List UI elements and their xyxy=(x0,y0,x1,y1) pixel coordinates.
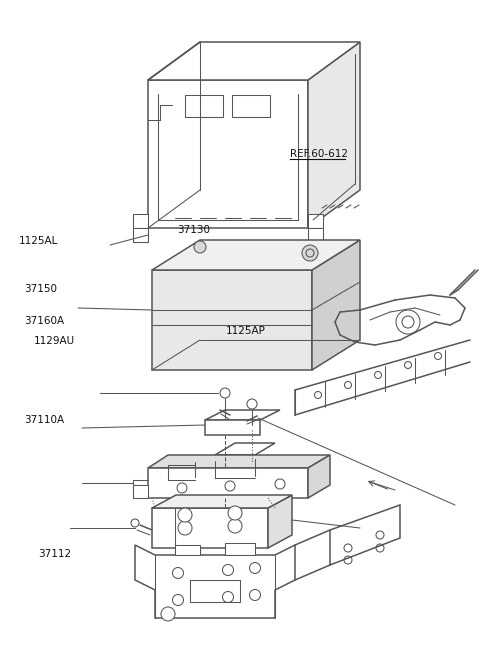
Polygon shape xyxy=(133,214,148,228)
Circle shape xyxy=(177,483,187,493)
Text: 37160A: 37160A xyxy=(24,316,64,327)
Circle shape xyxy=(376,544,384,552)
Circle shape xyxy=(223,592,233,602)
Polygon shape xyxy=(225,543,255,555)
Polygon shape xyxy=(135,545,295,618)
Polygon shape xyxy=(308,455,330,498)
Polygon shape xyxy=(175,545,200,555)
Text: 37110A: 37110A xyxy=(24,415,64,425)
Polygon shape xyxy=(148,80,308,228)
Circle shape xyxy=(228,519,242,533)
Circle shape xyxy=(302,245,318,261)
Circle shape xyxy=(344,556,352,564)
Circle shape xyxy=(314,392,322,398)
Polygon shape xyxy=(308,228,323,242)
Polygon shape xyxy=(152,270,312,370)
Bar xyxy=(232,95,270,117)
Polygon shape xyxy=(308,214,323,228)
Text: 1125AP: 1125AP xyxy=(226,326,265,337)
Polygon shape xyxy=(152,495,292,508)
Text: 37130: 37130 xyxy=(178,224,211,235)
Circle shape xyxy=(405,361,411,369)
Polygon shape xyxy=(152,508,268,548)
Polygon shape xyxy=(215,455,255,468)
Circle shape xyxy=(396,310,420,334)
Polygon shape xyxy=(148,455,330,468)
Circle shape xyxy=(194,241,206,253)
Polygon shape xyxy=(133,228,148,242)
Polygon shape xyxy=(152,240,360,270)
Polygon shape xyxy=(148,42,360,80)
Circle shape xyxy=(178,521,192,535)
Circle shape xyxy=(223,565,233,575)
Circle shape xyxy=(402,316,414,328)
Text: 1125AL: 1125AL xyxy=(19,236,59,247)
Circle shape xyxy=(250,562,261,573)
Polygon shape xyxy=(268,495,292,548)
Polygon shape xyxy=(148,468,308,498)
Text: REF.60-612: REF.60-612 xyxy=(290,149,348,159)
Polygon shape xyxy=(215,443,275,455)
Circle shape xyxy=(161,607,175,621)
Circle shape xyxy=(172,594,183,605)
Polygon shape xyxy=(308,42,360,228)
Circle shape xyxy=(306,249,314,257)
Text: 37150: 37150 xyxy=(24,283,57,294)
Circle shape xyxy=(345,382,351,388)
Polygon shape xyxy=(312,240,360,370)
Circle shape xyxy=(178,508,192,522)
Circle shape xyxy=(344,544,352,552)
Polygon shape xyxy=(205,420,260,435)
Polygon shape xyxy=(205,410,280,420)
Circle shape xyxy=(225,481,235,491)
Circle shape xyxy=(172,567,183,579)
Circle shape xyxy=(374,371,382,379)
Circle shape xyxy=(250,590,261,600)
Bar xyxy=(190,580,240,602)
Text: 37112: 37112 xyxy=(38,549,72,560)
Circle shape xyxy=(376,531,384,539)
Circle shape xyxy=(220,388,230,398)
Circle shape xyxy=(434,352,442,359)
Circle shape xyxy=(247,399,257,409)
Bar xyxy=(185,95,223,117)
Circle shape xyxy=(228,506,242,520)
Circle shape xyxy=(131,519,139,527)
Circle shape xyxy=(275,479,285,489)
Polygon shape xyxy=(133,485,148,498)
Text: 1129AU: 1129AU xyxy=(34,336,75,346)
